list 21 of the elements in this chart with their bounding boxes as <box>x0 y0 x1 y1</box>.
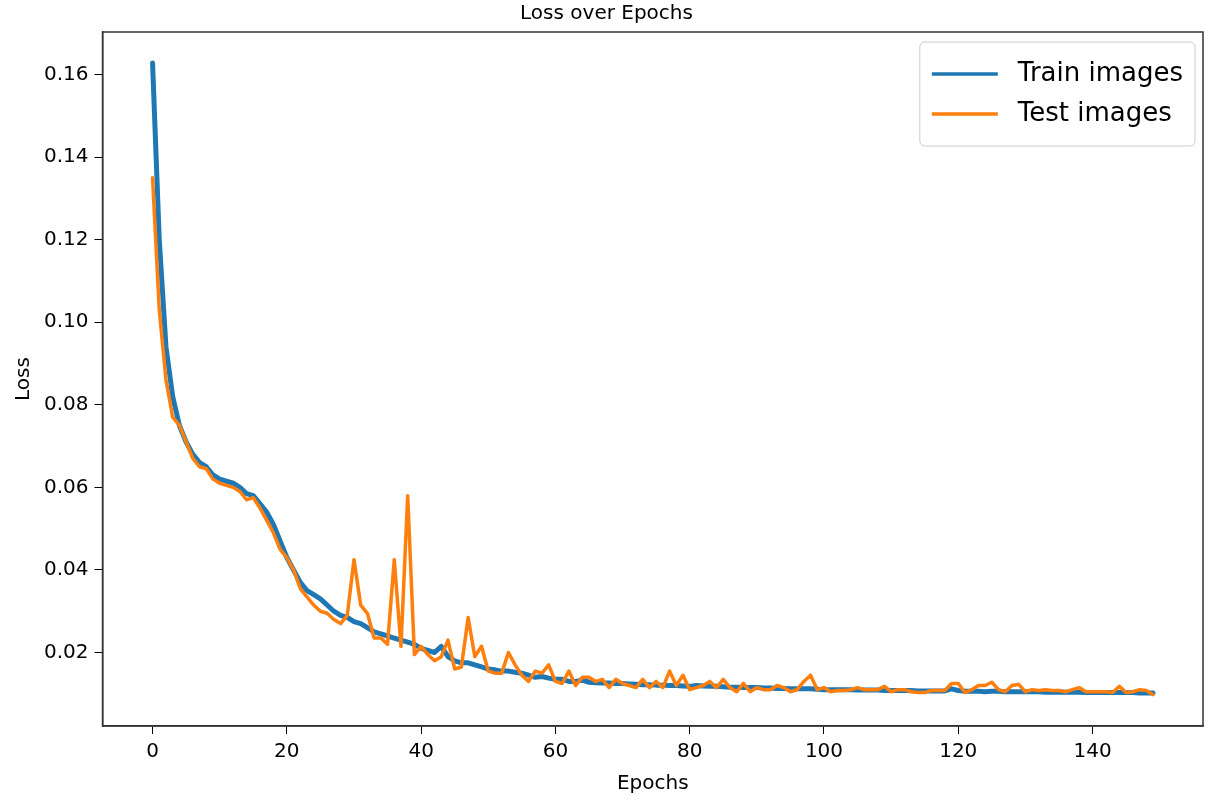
x-tick-label: 40 <box>408 738 434 763</box>
y-axis-title: Loss <box>10 357 35 401</box>
y-tick-label: 0.14 <box>44 143 89 168</box>
y-tick-label: 0.02 <box>44 638 89 663</box>
y-tick-label: 0.16 <box>44 60 89 85</box>
y-tick-label: 0.04 <box>44 556 89 581</box>
y-tick-label: 0.10 <box>44 308 89 333</box>
y-tick-label: 0.12 <box>44 225 89 250</box>
x-tick-label: 60 <box>542 738 569 763</box>
x-tick-label: 80 <box>676 738 703 763</box>
x-tick-label: 20 <box>274 738 300 763</box>
legend-label: Test images <box>1016 96 1172 127</box>
x-tick-label: 0 <box>146 738 159 763</box>
x-tick-label: 120 <box>939 738 978 763</box>
x-axis-title: Epochs <box>616 770 689 795</box>
x-tick-label: 100 <box>804 738 844 763</box>
chart-title: Loss over Epochs <box>520 0 693 25</box>
x-tick-label: 140 <box>1073 738 1112 763</box>
y-tick-label: 0.06 <box>44 473 89 498</box>
y-tick-label: 0.08 <box>44 391 89 416</box>
legend-label: Train images <box>1016 56 1184 87</box>
